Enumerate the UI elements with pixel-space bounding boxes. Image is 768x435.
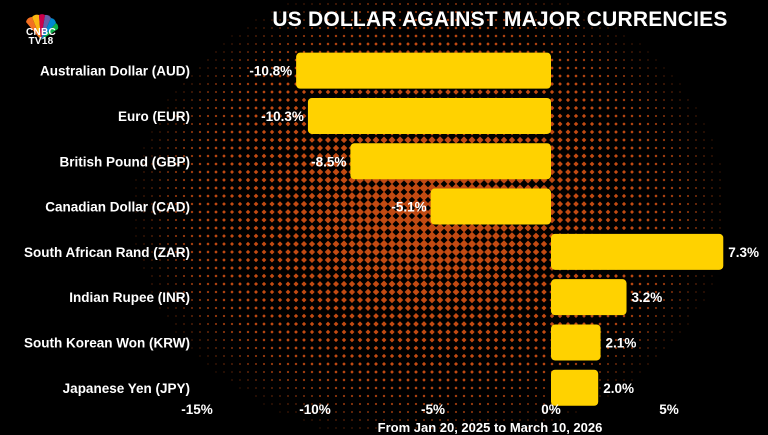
bar-7: [551, 369, 599, 406]
x-tick-label-3: 0%: [541, 402, 561, 417]
category-label-0: Australian Dollar (AUD): [40, 64, 190, 79]
peacock-logo-icon: [26, 14, 59, 41]
brand-logo: CNBC TV18: [14, 27, 68, 47]
category-label-5: Indian Rupee (INR): [69, 290, 190, 305]
x-tick-label-1: -10%: [299, 402, 331, 417]
category-label-1: Euro (EUR): [118, 109, 190, 124]
bar-6: [551, 324, 601, 361]
date-range-footnote: From Jan 20, 2025 to March 10, 2026: [377, 420, 603, 435]
category-label-4: South African Rand (ZAR): [24, 245, 190, 260]
brand-line-2: TV18: [28, 36, 54, 47]
data-label-0: -10.8%: [249, 64, 292, 79]
data-label-7: 2.0%: [603, 381, 634, 396]
chart-title: US DOLLAR AGAINST MAJOR CURRENCIES: [272, 8, 728, 31]
bar-4: [551, 233, 724, 270]
data-label-6: 2.1%: [606, 335, 637, 350]
bar-1: [307, 97, 551, 134]
category-label-7: Japanese Yen (JPY): [63, 381, 190, 396]
x-tick-label-4: 5%: [659, 402, 679, 417]
x-tick-label-2: -5%: [421, 402, 445, 417]
data-label-2: -8.5%: [311, 154, 346, 169]
bar-5: [551, 279, 627, 316]
data-label-3: -5.1%: [391, 200, 426, 215]
category-label-2: British Pound (GBP): [60, 154, 191, 169]
category-label-6: South Korean Won (KRW): [24, 335, 190, 350]
bar-2: [350, 143, 551, 180]
data-label-5: 3.2%: [632, 290, 663, 305]
brand-line-1: CNBC: [25, 27, 57, 38]
x-tick-label-0: -15%: [181, 402, 213, 417]
data-label-1: -10.3%: [261, 109, 304, 124]
category-label-3: Canadian Dollar (CAD): [45, 200, 190, 215]
bar-3: [430, 188, 551, 225]
bar-0: [296, 52, 551, 89]
data-label-4: 7.3%: [728, 245, 759, 260]
